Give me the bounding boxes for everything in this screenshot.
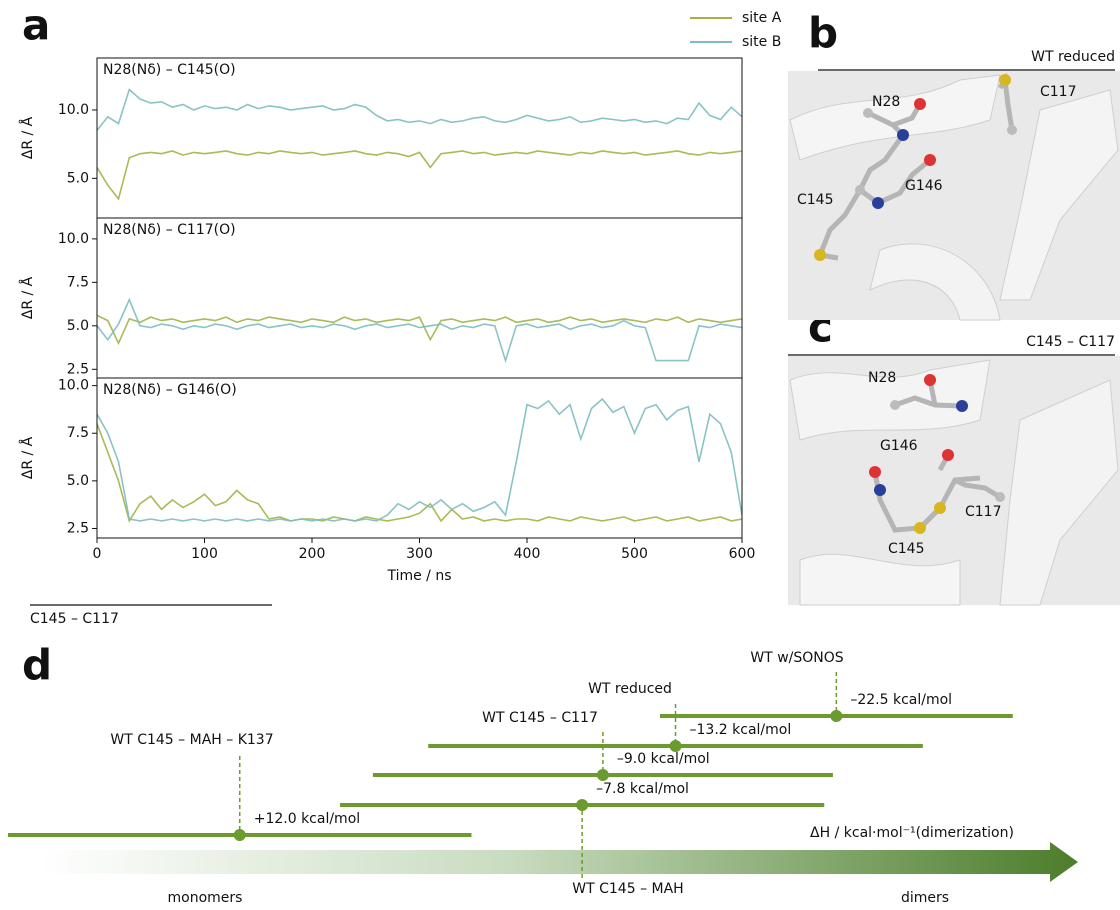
value-label: +12.0 kcal/mol — [254, 811, 360, 827]
dot — [597, 769, 609, 781]
page-body: {"panel_letters":["a","b","c","d"], "foo… — [0, 0, 1120, 910]
x-axis-label: ΔH / kcal·mol⁻¹(dimerization) — [810, 825, 1014, 841]
y-tick-label: 7.5 — [67, 425, 89, 441]
structure-title: WT reduced — [1031, 49, 1115, 65]
x-tick-label: 100 — [191, 546, 218, 562]
y-tick-label: 5.0 — [67, 318, 89, 334]
plot-area — [97, 90, 742, 199]
series-line — [97, 151, 742, 199]
y-axis-label: ΔR / Å — [19, 276, 36, 319]
category-label: WT w/SONOS — [750, 650, 843, 666]
category-label: WT reduced — [588, 681, 672, 697]
residue-label: C145 — [797, 192, 834, 208]
series-line — [97, 90, 742, 131]
residue-label: N28 — [872, 94, 900, 110]
structure-title: C145 – C117 — [1026, 334, 1115, 350]
value-label: –22.5 kcal/mol — [850, 692, 952, 708]
series-line — [97, 300, 742, 361]
residue-label: C117 — [965, 504, 1002, 520]
legend-label: site B — [742, 34, 781, 50]
residue-label: G146 — [905, 178, 943, 194]
y-tick-label: 5.0 — [67, 473, 89, 489]
category-label: WT C145 – MAH – K137 — [110, 732, 273, 748]
footnote: C145 – C117 — [30, 611, 119, 627]
residue-label: C145 — [888, 541, 925, 557]
x-tick-label: 200 — [299, 546, 326, 562]
annotation: monomers — [168, 890, 243, 906]
legend-label: site A — [742, 10, 782, 26]
structure-c: C145 – C117 N28 G146 C117 C145 — [788, 334, 1120, 605]
category-label: WT C145 – MAH — [572, 881, 683, 897]
x-tick-label: 400 — [514, 546, 541, 562]
x-tick-label: 300 — [406, 546, 433, 562]
structure-b: WT reduced N28 C117 G146 C145 — [788, 49, 1120, 320]
plot-frame — [97, 58, 742, 218]
value-label: –13.2 kcal/mol — [690, 722, 792, 738]
plot-frame — [97, 218, 742, 378]
subplot-title: N28(Nδ) – C117(O) — [103, 222, 236, 238]
y-axis-label: ΔR / Å — [19, 116, 36, 159]
x-axis-label: Time / ns — [386, 568, 451, 584]
y-tick-label: 10.0 — [58, 102, 89, 118]
subplot-title: N28(Nδ) – C145(O) — [103, 62, 236, 78]
annotation: dimers — [901, 890, 949, 906]
dot — [234, 829, 246, 841]
x-tick-label: 600 — [729, 546, 756, 562]
y-axis-label: ΔR / Å — [19, 436, 36, 479]
page: html,body{margin:0;padding:0;background:… — [0, 0, 1120, 910]
subplot-title: N28(Nδ) – G146(O) — [103, 382, 237, 398]
y-tick-label: 2.5 — [67, 520, 89, 536]
residue-label: C117 — [1040, 84, 1077, 100]
y-tick-label: 2.5 — [67, 361, 89, 377]
category-label: WT C145 – C117 — [482, 710, 598, 726]
value-label: –9.0 kcal/mol — [617, 751, 710, 767]
residue-label: G146 — [880, 438, 918, 454]
y-tick-label: 7.5 — [67, 274, 89, 290]
x-tick-label: 500 — [621, 546, 648, 562]
plot-area — [97, 300, 742, 361]
dot — [576, 799, 588, 811]
panel-letter: a — [22, 1, 50, 50]
y-tick-label: 10.0 — [58, 378, 89, 394]
x-tick-label: 0 — [93, 546, 102, 562]
plot-area — [97, 399, 742, 521]
y-tick-label: 10.0 — [58, 231, 89, 247]
value-label: –7.8 kcal/mol — [596, 781, 689, 797]
y-tick-label: 5.0 — [67, 170, 89, 186]
axis-arrow — [40, 842, 1078, 882]
residue-label: N28 — [868, 370, 896, 386]
panel-letter: d — [22, 641, 52, 690]
figure: a b c d C145 – C117 WT reduced N28 C117 … — [0, 0, 1120, 910]
panel-letter: b — [808, 9, 838, 58]
dot — [830, 710, 842, 722]
series-line — [97, 424, 742, 521]
